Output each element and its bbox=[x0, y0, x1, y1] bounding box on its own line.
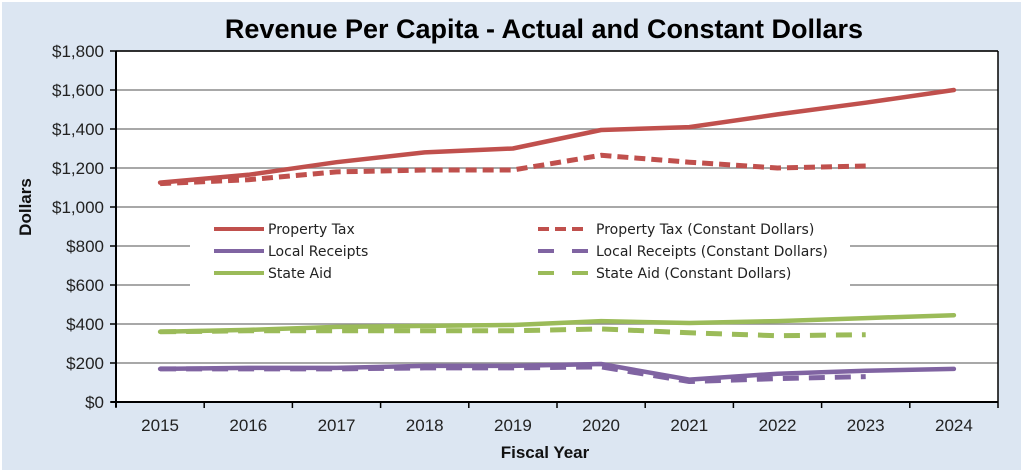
y-tick-label: $1,000 bbox=[52, 198, 104, 217]
x-tick-label: 2018 bbox=[406, 416, 444, 435]
x-tick-label: 2020 bbox=[582, 416, 620, 435]
y-tick-label: $200 bbox=[66, 354, 104, 373]
legend-label-property-tax-constant-dollars: Property Tax (Constant Dollars) bbox=[596, 222, 814, 238]
x-tick-label: 2017 bbox=[318, 416, 356, 435]
y-tick-label: $1,200 bbox=[52, 159, 104, 178]
x-tick-label: 2015 bbox=[141, 416, 179, 435]
series-line-property-tax bbox=[157, 87, 957, 185]
y-tick-label: $400 bbox=[66, 315, 104, 334]
legend: Property Tax Local Receipts State Aid Prope… bbox=[214, 222, 828, 282]
legend-label-state-aid-constant-dollars: State Aid (Constant Dollars) bbox=[596, 266, 791, 282]
x-tick-label: 2016 bbox=[229, 416, 267, 435]
x-tick-label: 2021 bbox=[670, 416, 708, 435]
x-tick-labels: 2015 2016 2017 2018 2019 2020 2021 2022 2023 2024 bbox=[141, 416, 973, 435]
y-tick-label: $1,800 bbox=[52, 42, 104, 61]
y-axis-title: Dollars bbox=[16, 178, 35, 236]
x-tick-label: 2024 bbox=[935, 416, 973, 435]
chart-title: Revenue Per Capita - Actual and Constant… bbox=[225, 14, 863, 44]
y-tick-label: $0 bbox=[85, 393, 104, 412]
axes bbox=[110, 50, 999, 408]
y-tick-label: $800 bbox=[66, 237, 104, 256]
legend-box bbox=[190, 214, 850, 290]
legend-label-state-aid: State Aid bbox=[268, 266, 332, 282]
y-tick-label: $600 bbox=[66, 276, 104, 295]
x-axis-title: Fiscal Year bbox=[501, 443, 590, 462]
x-tick-label: 2023 bbox=[847, 416, 885, 435]
series-layer bbox=[157, 87, 957, 384]
series-line-local-receipts-constant-dollars bbox=[160, 364, 866, 384]
y-tick-label: $1,400 bbox=[52, 120, 104, 139]
x-tick-label: 2022 bbox=[759, 416, 797, 435]
series-line-state-aid-constant-dollars bbox=[160, 326, 866, 339]
legend-label-local-receipts: Local Receipts bbox=[268, 244, 368, 260]
legend-label-property-tax: Property Tax bbox=[268, 222, 355, 238]
y-tick-label: $1,600 bbox=[52, 81, 104, 100]
x-tick-label: 2019 bbox=[494, 416, 532, 435]
legend-label-local-receipts-constant-dollars: Local Receipts (Constant Dollars) bbox=[596, 244, 828, 260]
legend-background bbox=[190, 214, 850, 290]
y-tick-labels: $0 $200 $400 $600 $800 $1,000 $1,200 $1,400 $1,6… bbox=[52, 42, 104, 412]
